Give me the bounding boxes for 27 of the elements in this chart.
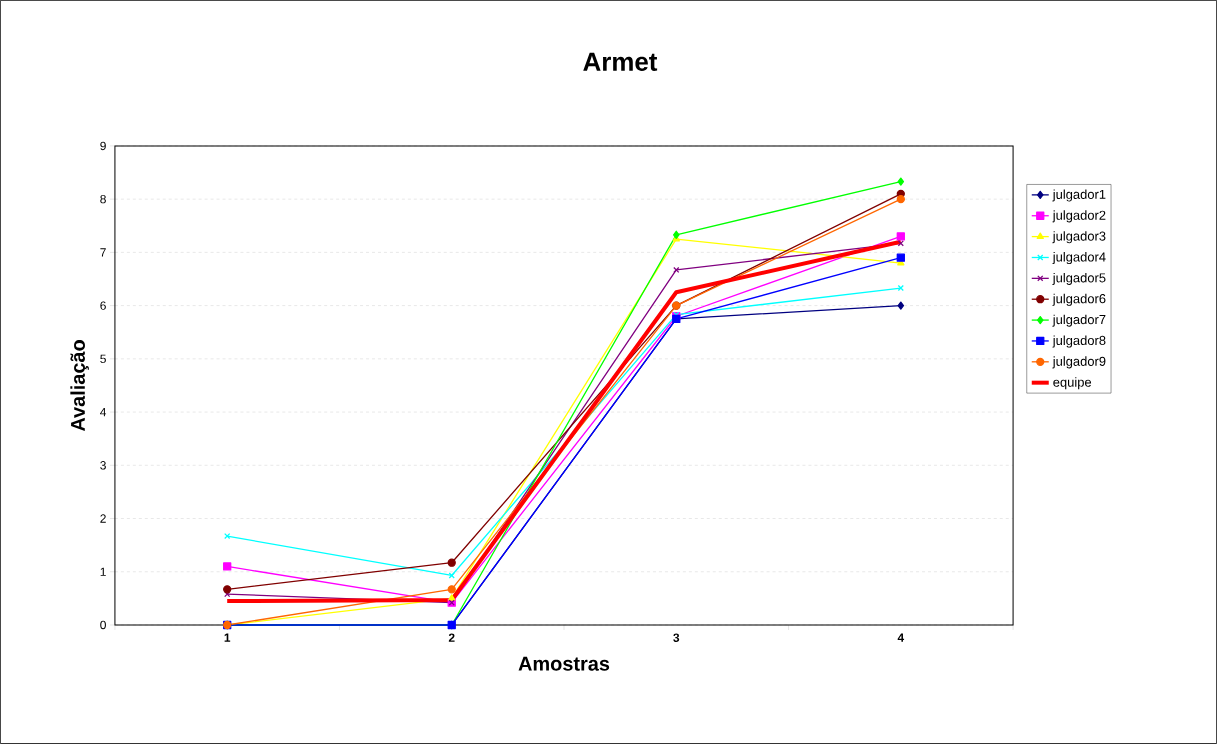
- y-tick-label: 8: [100, 194, 106, 204]
- y-tick-label: 6: [100, 301, 106, 310]
- y-tick-label: 5: [100, 354, 106, 364]
- x-tick-label: 2: [448, 633, 455, 642]
- y-tick-label: 0: [100, 620, 106, 630]
- legend-label: julgador4: [1052, 252, 1106, 265]
- y-tick-label: 4: [100, 408, 107, 417]
- legend-label: julgador5: [1052, 272, 1106, 286]
- x-tick-label: 4: [897, 633, 905, 642]
- y-tick-label: 2: [100, 514, 106, 523]
- y-tick-label: 1: [100, 567, 106, 576]
- legend-label: julgador8: [1052, 335, 1106, 348]
- legend-label: julgador6: [1052, 293, 1106, 306]
- legend-label: julgador2: [1052, 210, 1106, 223]
- legend-label: julgador1: [1052, 189, 1106, 202]
- legend-label: julgador7: [1052, 314, 1106, 327]
- legend-label: julgador3: [1052, 231, 1106, 244]
- legend-label: julgador9: [1052, 356, 1106, 369]
- y-tick-label: 9: [100, 141, 106, 151]
- chart-title: Armet: [583, 52, 658, 71]
- legend-label: equipe: [1053, 377, 1092, 390]
- y-tick-label: 3: [100, 461, 106, 470]
- x-tick-label: 1: [224, 633, 231, 642]
- x-tick-label: 3: [673, 633, 680, 643]
- y-tick-label: 7: [100, 248, 106, 257]
- x-axis-title: Amostras: [518, 656, 610, 671]
- y-axis-title: Avaliação: [70, 340, 89, 432]
